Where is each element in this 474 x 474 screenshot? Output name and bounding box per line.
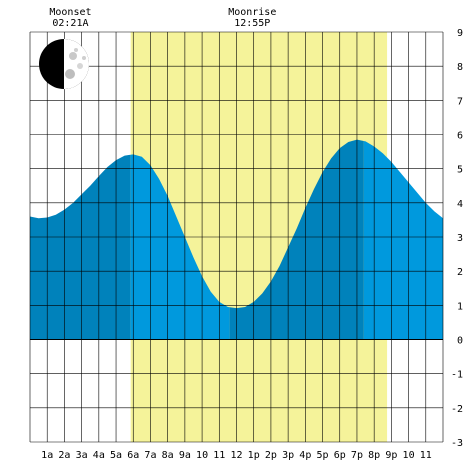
x-tick-label: 8p: [368, 450, 380, 461]
x-tick-label: 11: [420, 450, 432, 461]
y-tick-label: 3: [457, 233, 463, 244]
y-tick-label: 7: [457, 96, 463, 107]
moon-crater: [82, 56, 86, 60]
x-tick-label: 10: [403, 450, 415, 461]
x-tick-label: 1a: [41, 450, 53, 461]
moonset-time: 02:21A: [52, 18, 88, 29]
y-tick-labels: -3 -2 -1 0 1 2 3 4 5 6 7 8 9: [451, 28, 463, 449]
moonset-label: Moonset: [49, 7, 91, 18]
x-tick-label: 7p: [351, 450, 363, 461]
x-tick-label: 3p: [282, 450, 294, 461]
x-tick-label: 11: [213, 450, 225, 461]
y-tick-label: 0: [457, 336, 463, 347]
y-tick-label: 8: [457, 62, 463, 73]
y-tick-label: 6: [457, 131, 463, 142]
moonrise-time: 12:55P: [234, 18, 270, 29]
y-tick-label: 2: [457, 267, 463, 278]
x-tick-label: 8a: [162, 450, 174, 461]
x-tick-labels: 1a 2a 3a 4a 5a 6a 7a 8a 9a 10 11 12 1p 2p 3p 4p 5p 6p 7p 8p…: [41, 450, 432, 461]
y-tick-label: 4: [457, 199, 463, 210]
chart-grid: [29, 31, 444, 443]
moon-phase-icon: [39, 39, 89, 89]
x-tick-label: 3a: [76, 450, 88, 461]
x-tick-label: 9a: [179, 450, 191, 461]
x-tick-label: 6p: [334, 450, 346, 461]
y-tick-label: -2: [451, 404, 463, 415]
x-tick-label: 5p: [317, 450, 329, 461]
x-tick-label: 4p: [299, 450, 311, 461]
x-tick-label: 6a: [127, 450, 139, 461]
x-tick-label: 4a: [93, 450, 105, 461]
moon-crater: [74, 48, 78, 52]
y-tick-label: 9: [457, 28, 463, 39]
moonrise-label: Moonrise: [228, 7, 276, 18]
y-tick-label: 1: [457, 301, 463, 312]
moon-crater: [69, 52, 77, 60]
x-tick-label: 1p: [248, 450, 260, 461]
moon-crater: [65, 69, 75, 79]
x-tick-label: 7a: [144, 450, 156, 461]
x-tick-label: 5a: [110, 450, 122, 461]
x-tick-label: 2a: [58, 450, 70, 461]
y-tick-label: -1: [451, 370, 463, 381]
y-tick-label: -3: [451, 438, 463, 449]
x-tick-label: 10: [196, 450, 208, 461]
moon-crater: [77, 63, 83, 69]
x-tick-label: 12: [230, 450, 242, 461]
x-tick-label: 2p: [265, 450, 277, 461]
x-tick-label: 9p: [385, 450, 397, 461]
y-tick-label: 5: [457, 165, 463, 176]
